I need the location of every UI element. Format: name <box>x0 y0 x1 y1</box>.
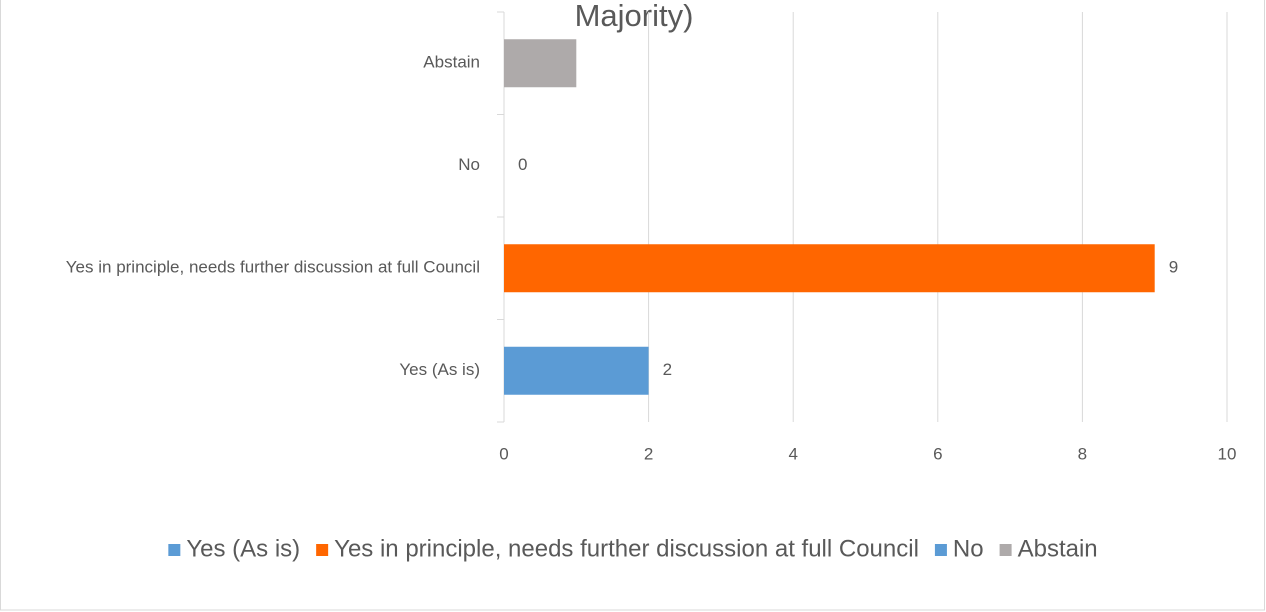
legend-label: Abstain <box>1018 535 1098 562</box>
y-tick-label: Yes in principle, needs further discussi… <box>66 258 480 277</box>
y-tick-label: Abstain <box>423 53 480 72</box>
legend: Yes (As is) Yes in principle, needs furth… <box>168 535 1098 562</box>
legend-label: Yes in principle, needs further discussi… <box>334 535 919 562</box>
chart-title: Majority) <box>575 0 694 33</box>
legend-swatch <box>168 544 181 556</box>
legend-swatch <box>934 544 947 556</box>
legend-label: No <box>953 535 984 562</box>
y-tick-label: No <box>458 155 480 174</box>
x-tick-label: 10 <box>1218 444 1237 463</box>
x-tick-label: 2 <box>644 444 653 463</box>
x-tick-label: 8 <box>1078 444 1087 463</box>
legend-label: Yes (As is) <box>186 535 300 562</box>
data-label: 0 <box>518 155 527 174</box>
legend-swatch <box>316 544 329 556</box>
bar <box>504 346 649 395</box>
bar <box>504 39 577 88</box>
bar <box>504 244 1155 293</box>
x-tick-label: 6 <box>933 444 942 463</box>
x-tick-label: 0 <box>499 444 508 463</box>
legend-swatch <box>999 544 1012 556</box>
y-tick-label: Yes (As is) <box>399 360 480 379</box>
x-tick-label: 4 <box>788 444 797 463</box>
data-label: 9 <box>1169 258 1178 277</box>
data-label: 2 <box>663 360 672 379</box>
